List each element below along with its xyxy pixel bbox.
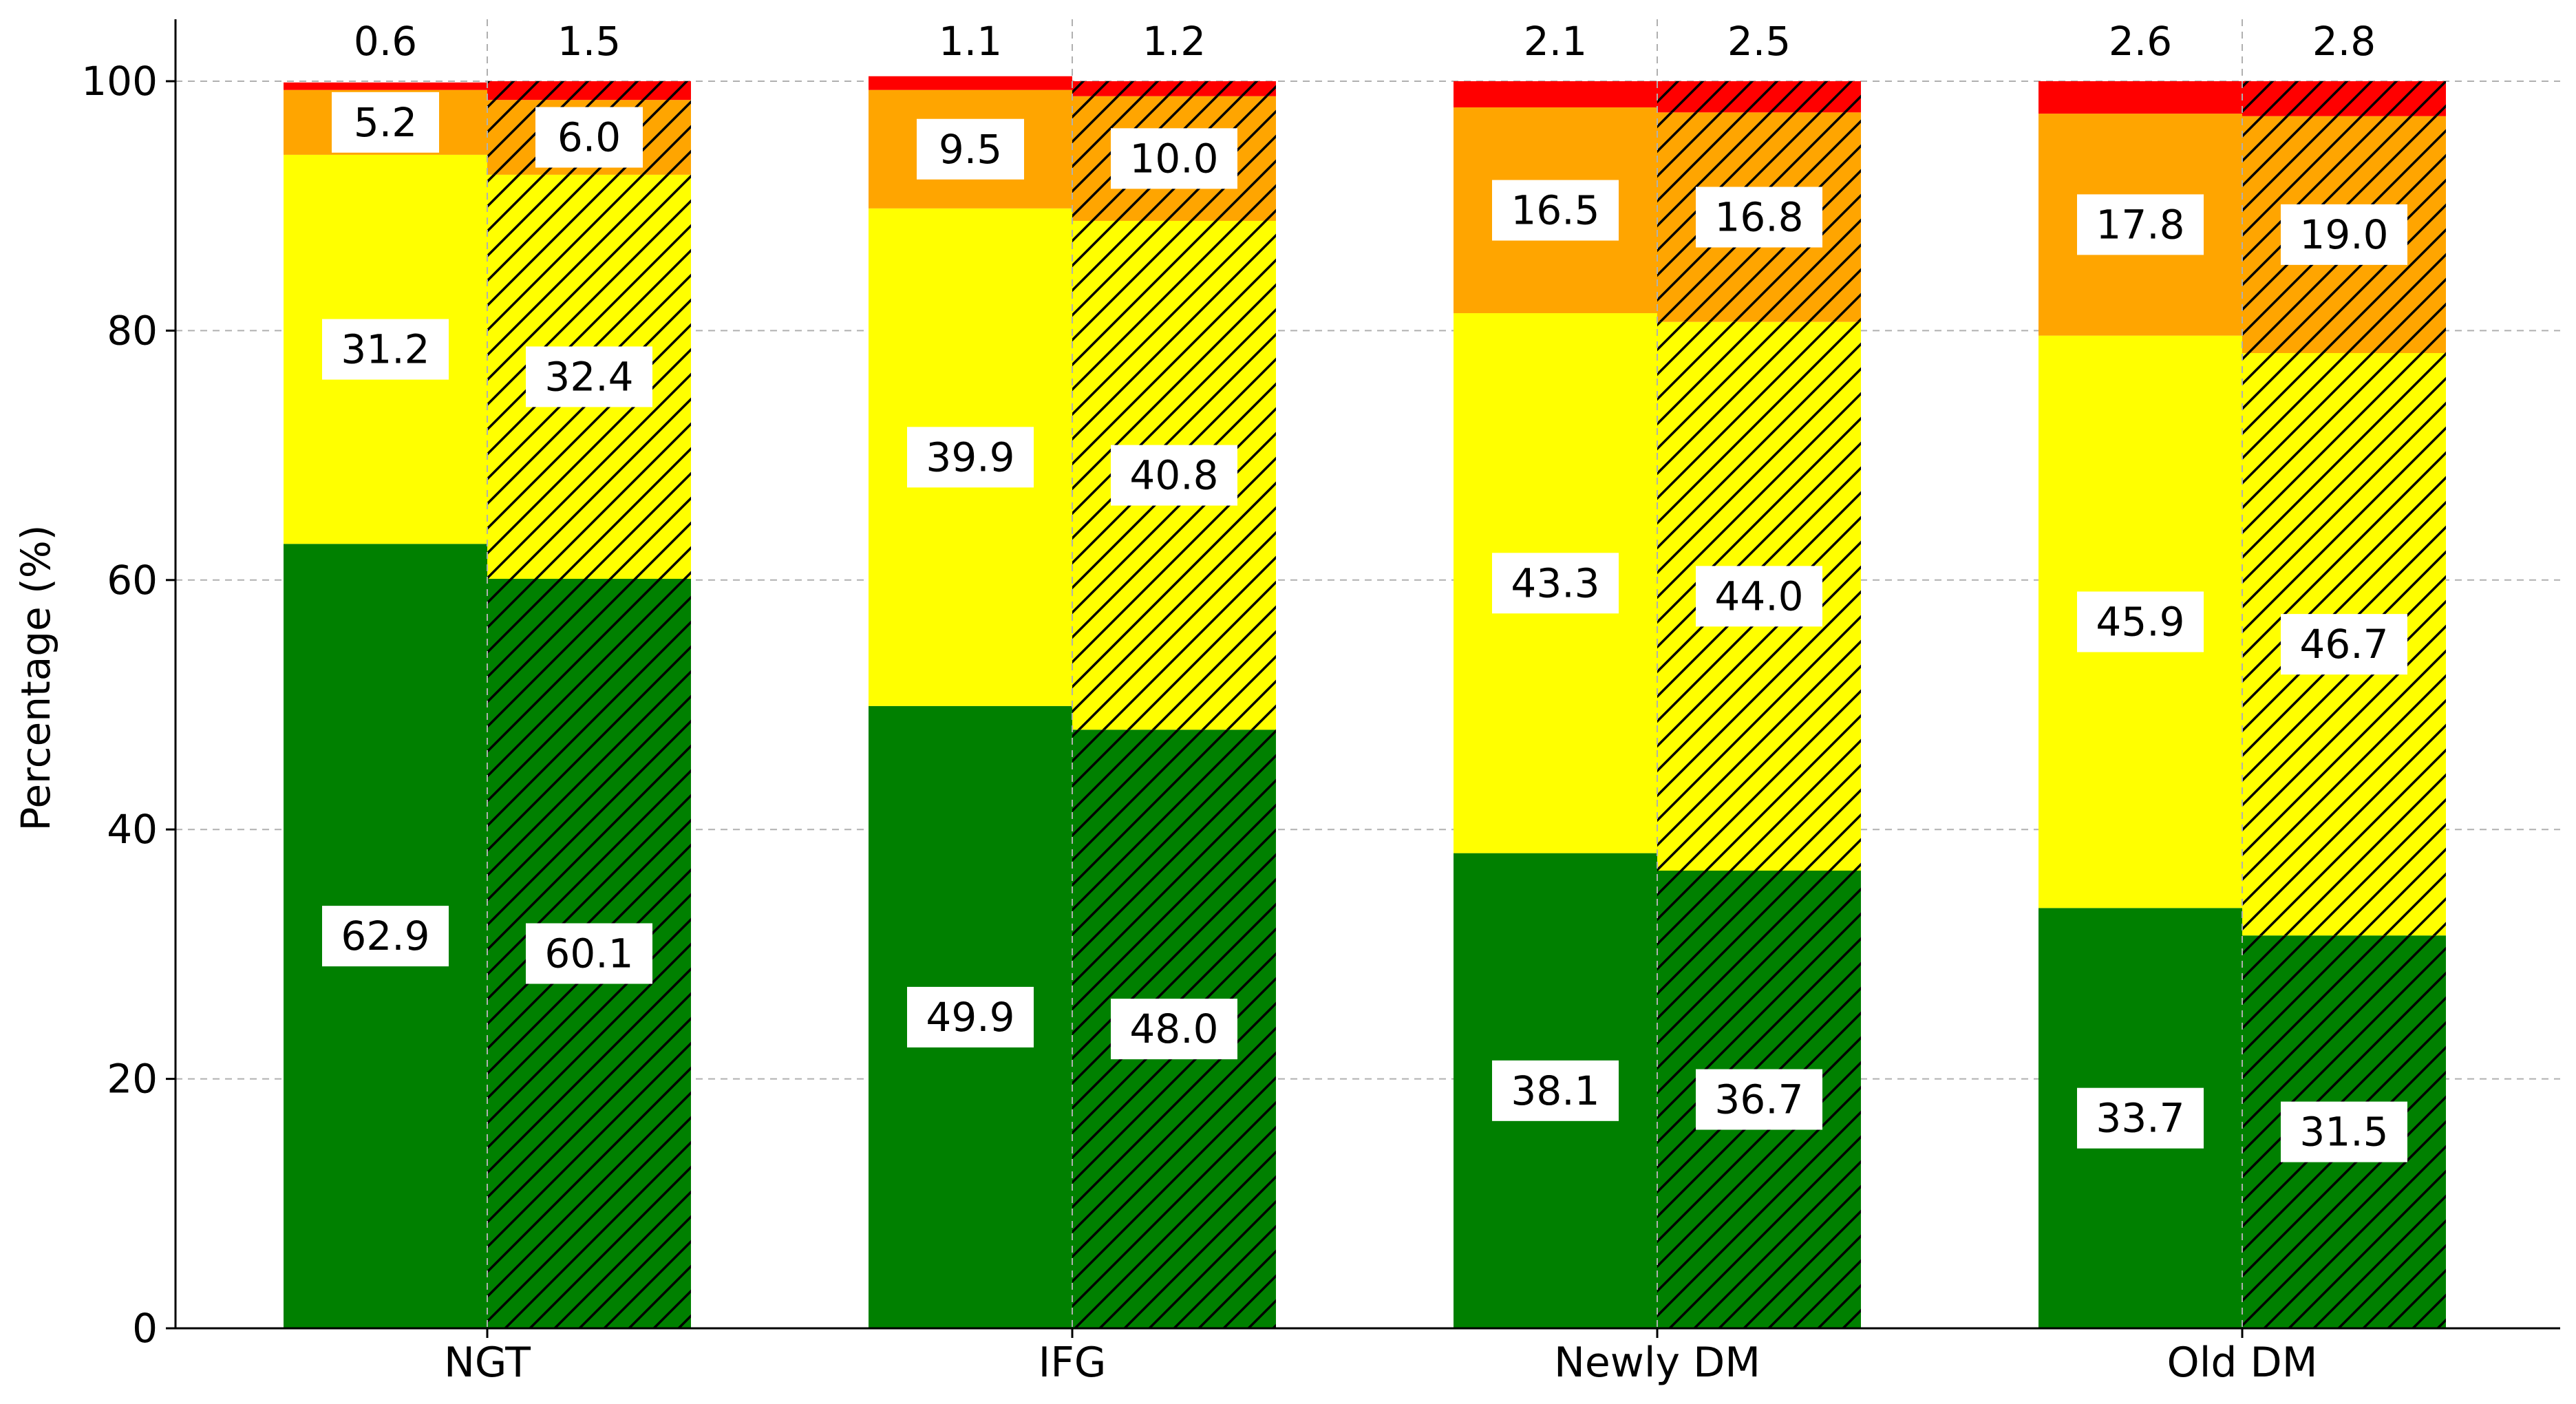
data-label: 16.8 bbox=[1714, 194, 1803, 241]
data-label-box bbox=[1696, 566, 1822, 627]
data-label-box bbox=[526, 346, 652, 407]
data-label-box bbox=[1696, 1069, 1822, 1130]
data-label: 62.9 bbox=[341, 913, 429, 959]
top-data-label: 1.2 bbox=[1142, 18, 1206, 65]
data-label: 48.0 bbox=[1129, 1006, 1218, 1052]
x-tick-label: Newly DM bbox=[1554, 1339, 1760, 1387]
data-label: 31.2 bbox=[341, 326, 429, 373]
data-label-box bbox=[917, 118, 1024, 180]
bar-segment-hatch bbox=[1072, 81, 1276, 96]
data-label: 38.1 bbox=[1511, 1067, 1599, 1114]
bar-segment-hatch bbox=[1657, 81, 1861, 113]
data-label-box bbox=[907, 986, 1034, 1047]
data-label: 5.2 bbox=[354, 99, 417, 146]
data-label-box bbox=[2281, 204, 2407, 265]
bar-segment bbox=[869, 76, 1072, 90]
data-label: 31.5 bbox=[2299, 1109, 2388, 1156]
y-tick-label: 40 bbox=[107, 806, 158, 853]
top-data-label: 2.8 bbox=[2312, 18, 2376, 65]
data-label-box bbox=[1111, 445, 1237, 506]
data-label-box bbox=[1111, 999, 1237, 1060]
bar-segment bbox=[2039, 81, 2242, 114]
data-label-box bbox=[535, 107, 643, 168]
data-label-box bbox=[322, 906, 449, 967]
y-tick-label: 80 bbox=[107, 307, 158, 354]
data-label-box bbox=[907, 427, 1034, 488]
y-tick-label: 100 bbox=[81, 58, 158, 105]
data-label: 36.7 bbox=[1714, 1076, 1803, 1123]
data-label: 6.0 bbox=[557, 114, 621, 161]
top-data-label: 1.1 bbox=[939, 18, 1002, 65]
data-label-box bbox=[1492, 180, 1619, 241]
data-label: 43.3 bbox=[1511, 560, 1599, 606]
data-label: 46.7 bbox=[2299, 621, 2388, 668]
data-label: 19.0 bbox=[2299, 211, 2388, 258]
data-label: 45.9 bbox=[2096, 599, 2184, 646]
data-label: 17.8 bbox=[2096, 201, 2184, 248]
x-tick-label: Old DM bbox=[2167, 1339, 2317, 1387]
data-label-box bbox=[2281, 1101, 2407, 1162]
bar-segment-hatch bbox=[487, 81, 691, 100]
data-label: 49.9 bbox=[926, 994, 1014, 1041]
y-tick-label: 20 bbox=[107, 1056, 158, 1103]
data-label: 9.5 bbox=[939, 126, 1002, 173]
data-label-box bbox=[526, 923, 652, 984]
bar-segment bbox=[1454, 81, 1657, 108]
y-tick-label: 0 bbox=[132, 1305, 158, 1352]
data-label: 16.5 bbox=[1511, 187, 1599, 234]
data-label-box bbox=[2281, 614, 2407, 675]
x-tick-label: IFG bbox=[1039, 1339, 1107, 1387]
y-tick-label: 60 bbox=[107, 557, 158, 604]
top-data-label: 0.6 bbox=[354, 18, 417, 65]
labels-layer: 62.9 31.2 5.2 0.6 60.1 32.4 6.0 1.5 49.9 39.9 9.5 1… bbox=[322, 18, 2407, 1162]
data-label-box bbox=[2077, 591, 2204, 652]
data-label: 40.8 bbox=[1129, 452, 1218, 499]
top-data-label: 2.6 bbox=[2109, 18, 2172, 65]
bar-segment-hatch bbox=[2242, 81, 2446, 116]
x-tick-label: NGT bbox=[444, 1339, 531, 1387]
bars-layer bbox=[284, 19, 2446, 1329]
axes-layer: 0 20 40 60 80 100 NGT IFG Newly DM Old DM bbox=[81, 19, 2560, 1387]
data-label-box bbox=[2077, 194, 2204, 255]
data-label-box bbox=[1696, 187, 1822, 248]
data-label: 60.1 bbox=[544, 930, 633, 977]
data-label-box bbox=[2077, 1087, 2204, 1149]
top-data-label: 2.5 bbox=[1727, 18, 1791, 65]
data-label: 32.4 bbox=[544, 353, 633, 400]
data-label: 44.0 bbox=[1714, 573, 1803, 619]
data-label: 10.0 bbox=[1129, 135, 1218, 182]
data-label: 39.9 bbox=[926, 434, 1014, 480]
data-label-box bbox=[332, 92, 439, 153]
top-data-label: 2.1 bbox=[1524, 18, 1587, 65]
data-label-box bbox=[1111, 128, 1237, 189]
bar-segment bbox=[284, 82, 487, 90]
data-label-box bbox=[322, 319, 449, 380]
y-axis-label: Percentage (%) bbox=[12, 524, 59, 831]
data-label-box bbox=[1492, 553, 1619, 614]
top-data-label: 1.5 bbox=[557, 18, 621, 65]
data-label-box bbox=[1492, 1060, 1619, 1121]
data-label: 33.7 bbox=[2096, 1095, 2184, 1142]
